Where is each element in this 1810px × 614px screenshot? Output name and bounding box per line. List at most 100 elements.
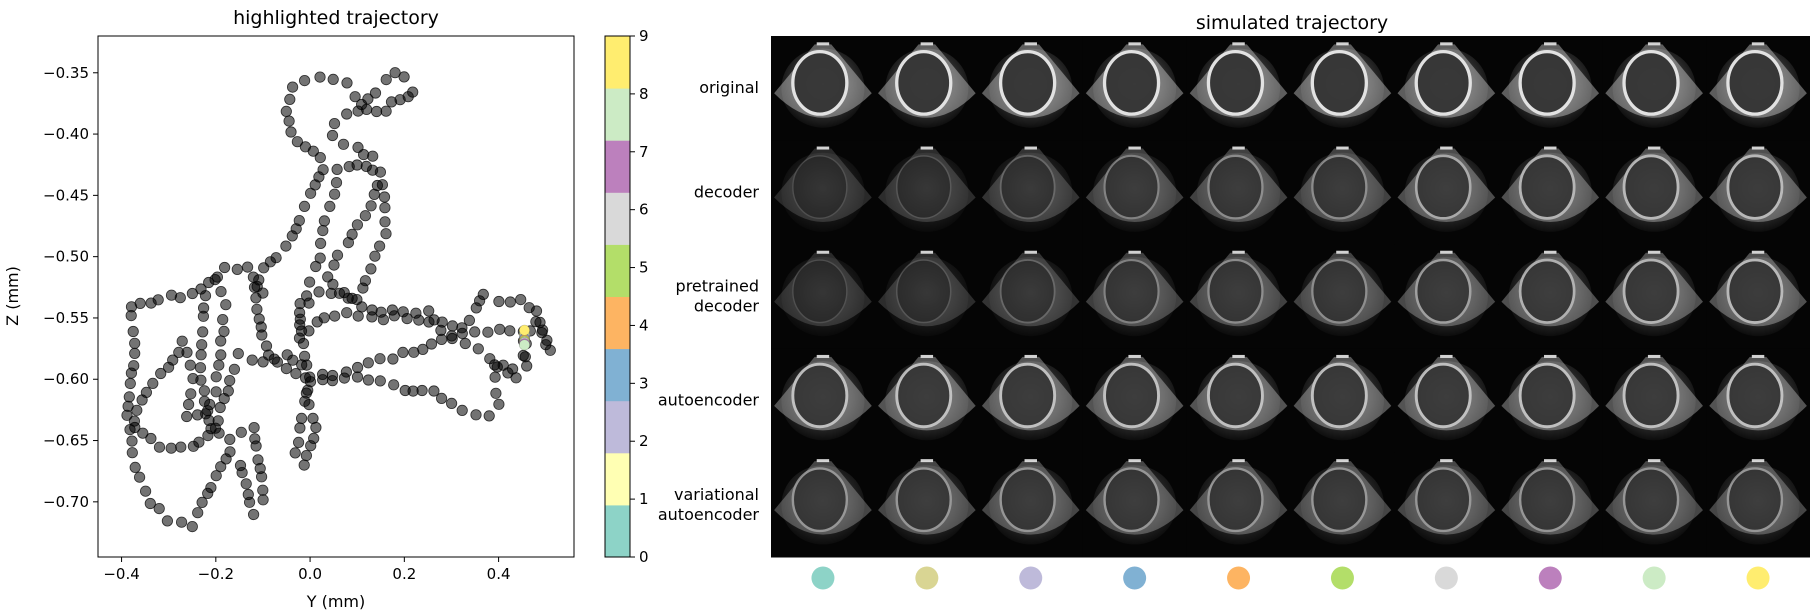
row-label: pretrained xyxy=(676,277,759,296)
trajectory-point xyxy=(294,313,306,325)
colorbar-blocks xyxy=(605,36,630,558)
scatter-plot-frame xyxy=(97,35,575,558)
trajectory-point xyxy=(294,422,306,434)
trajectory-point xyxy=(380,74,392,86)
y-tick-label: −0.45 xyxy=(43,186,89,204)
trajectory-point xyxy=(349,91,361,103)
trajectory-point xyxy=(250,292,262,304)
trajectory-point xyxy=(240,478,252,490)
ultrasound-frame xyxy=(1602,36,1707,141)
trajectory-point xyxy=(153,502,165,515)
trajectory-point xyxy=(286,81,299,93)
ultrasound-frame xyxy=(1602,452,1707,558)
ultrasound-frame xyxy=(1498,348,1603,454)
trajectory-point xyxy=(129,337,141,349)
trajectory-point xyxy=(271,356,283,368)
trajectory-point xyxy=(322,271,334,283)
trajectory-point xyxy=(280,240,292,252)
trajectory-point xyxy=(470,409,482,421)
trajectory-point xyxy=(186,287,198,300)
trajectory-point xyxy=(250,440,262,452)
trajectory-point xyxy=(541,334,553,346)
column-marker-2 xyxy=(1019,566,1043,590)
trajectory-point xyxy=(210,371,222,383)
colorbar-block-9 xyxy=(605,36,630,89)
trajectory-point xyxy=(445,397,458,409)
trajectory-point xyxy=(202,487,214,499)
trajectory-point xyxy=(521,360,533,372)
ultrasound-frame xyxy=(978,36,1084,141)
trajectory-point xyxy=(369,250,381,262)
trajectory-point xyxy=(311,316,323,328)
trajectory-point xyxy=(125,309,137,322)
trajectory-point xyxy=(510,372,522,384)
column-marker-5 xyxy=(1330,566,1354,590)
trajectory-point xyxy=(308,432,320,444)
trajectory-point xyxy=(198,395,211,407)
trajectory-point xyxy=(456,327,468,339)
trajectory-point xyxy=(519,351,531,363)
ultrasound-frame xyxy=(1602,140,1707,245)
trajectory-point xyxy=(153,441,166,453)
trajectory-point xyxy=(378,191,391,203)
trajectory-point xyxy=(129,347,141,359)
trajectory-point xyxy=(380,228,392,240)
trajectory-point xyxy=(463,314,475,326)
trajectory-point xyxy=(213,359,225,371)
trajectory-point xyxy=(246,354,258,366)
trajectory-point xyxy=(324,200,336,212)
trajectory-point xyxy=(256,329,268,341)
x-tick-label: −0.4 xyxy=(103,565,139,583)
y-tick-label: −0.60 xyxy=(43,370,89,388)
ultrasound-frame xyxy=(1394,244,1499,350)
column-marker-4 xyxy=(1227,566,1251,590)
trajectory-point xyxy=(202,405,214,417)
trajectory-point xyxy=(380,105,392,117)
colorbar: 0 1 2 3 4 5 6 7 8 9 xyxy=(604,27,649,566)
ultrasound-frame xyxy=(1498,36,1603,141)
trajectory-point xyxy=(300,290,313,302)
trajectory-point xyxy=(416,384,428,397)
ultrasound-frame xyxy=(978,244,1084,350)
trajectory-point xyxy=(202,429,214,442)
trajectory-point xyxy=(367,150,379,162)
simulated-trajectory-grid: simulated trajectory originaldecoderpret… xyxy=(658,12,1810,590)
trajectory-point xyxy=(523,302,535,314)
ultrasound-frame xyxy=(1290,348,1395,454)
ultrasound-frame xyxy=(1498,452,1603,558)
trajectory-point xyxy=(215,349,227,361)
ultrasound-frame xyxy=(1082,36,1188,141)
trajectory-point xyxy=(534,316,546,328)
trajectory-point xyxy=(298,459,310,471)
x-tick-label: 0.4 xyxy=(487,565,511,583)
x-axis-ticks: −0.4 −0.2 0.0 0.2 0.4 xyxy=(103,557,511,583)
trajectory-point xyxy=(333,287,346,299)
row-label: original xyxy=(699,78,759,97)
trajectory-point xyxy=(504,296,516,308)
trajectory-point xyxy=(314,71,326,83)
column-marker-1 xyxy=(915,566,939,590)
trajectory-point xyxy=(123,391,135,403)
trajectory-point xyxy=(124,377,136,390)
grid-row-labels: originaldecoderpretraineddecoderautoenco… xyxy=(658,78,760,524)
trajectory-point xyxy=(502,367,514,379)
trajectory-point xyxy=(472,343,484,355)
trajectory-point xyxy=(397,346,409,358)
ultrasound-frame xyxy=(1290,140,1395,245)
ultrasound-frame xyxy=(771,244,876,350)
trajectory-point xyxy=(341,77,353,89)
trajectory-point xyxy=(316,368,329,380)
column-marker-6 xyxy=(1434,566,1458,590)
ultrasound-frame xyxy=(771,348,876,454)
trajectory-point xyxy=(425,338,438,350)
column-marker-9 xyxy=(1746,566,1770,590)
colorbar-tick-label: 1 xyxy=(639,490,649,508)
trajectory-point xyxy=(446,330,458,342)
trajectory-point xyxy=(397,306,409,318)
ultrasound-frame xyxy=(1290,244,1395,350)
trajectory-point xyxy=(145,432,157,445)
row-label: variational xyxy=(674,485,759,504)
trajectory-point xyxy=(220,299,232,311)
ultrasound-frame xyxy=(874,140,980,245)
